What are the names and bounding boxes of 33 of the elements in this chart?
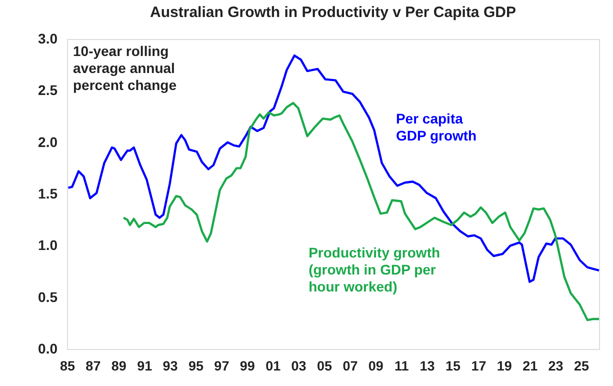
x-tick-label: 05 — [316, 358, 332, 374]
x-tick-label: 85 — [60, 358, 76, 374]
x-tick-label: 93 — [162, 358, 178, 374]
x-tick-label: 11 — [394, 358, 410, 374]
y-tick-label: 2.0 — [38, 134, 58, 150]
y-tick-label: 3.0 — [38, 30, 58, 46]
y-tick-label: 0.0 — [38, 340, 58, 356]
x-tick-label: 97 — [214, 358, 230, 374]
x-tick-label: 91 — [137, 358, 153, 374]
x-tick-label: 15 — [445, 358, 461, 374]
x-tick-label: 21 — [522, 358, 538, 374]
x-tick-label: 95 — [188, 358, 204, 374]
y-tick-label: 1.5 — [38, 186, 58, 202]
series-label: Productivity growth (growth in GDP per hour worked) — [308, 244, 440, 295]
series-label: Per capita GDP growth — [396, 110, 477, 144]
annotation: 10-year rolling average annual percent change — [73, 43, 177, 93]
x-tick-label: 03 — [291, 358, 307, 374]
x-tick-label: 13 — [420, 358, 436, 374]
y-tick-label: 2.5 — [38, 82, 58, 98]
x-tick-label: 87 — [86, 358, 101, 374]
x-tick-label: 07 — [342, 358, 358, 374]
chart-title: Australian Growth in Productivity v Per Capita GDP — [150, 4, 516, 21]
y-tick-label: 1.0 — [38, 237, 58, 254]
x-tick-label: 25 — [574, 358, 590, 374]
x-tick-label: 01 — [266, 358, 282, 374]
x-tick-label: 89 — [111, 358, 126, 374]
x-tick-label: 17 — [471, 358, 486, 374]
x-tick-label: 09 — [368, 358, 384, 374]
x-tick-label: 99 — [240, 358, 255, 374]
x-tick-label: 23 — [548, 358, 564, 374]
x-tick-label: 19 — [496, 358, 512, 374]
line-series — [122, 102, 600, 322]
y-tick-label: 0.5 — [38, 288, 58, 305]
